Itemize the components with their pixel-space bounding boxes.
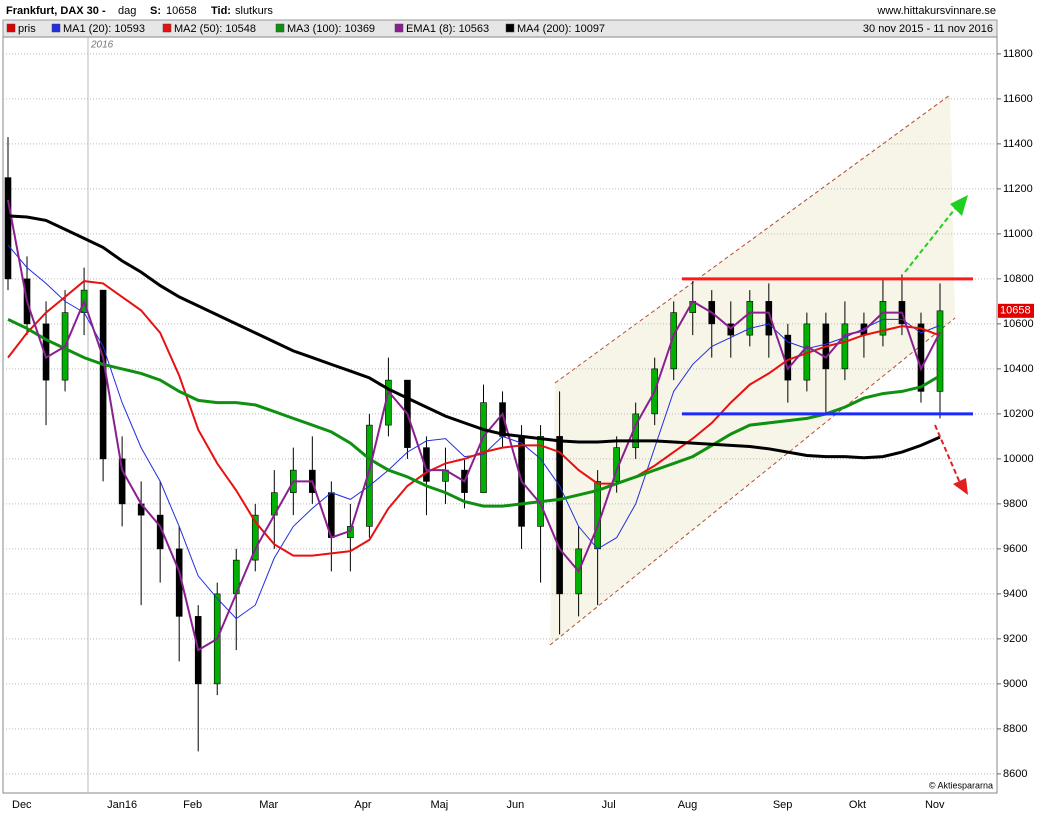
time-value: slutkurs (235, 5, 273, 17)
y-tick-label: 8800 (1003, 723, 1027, 735)
y-tick-label: 11000 (1003, 228, 1033, 240)
channel-line (554, 94, 951, 384)
candle-body (879, 301, 887, 336)
x-tick-label: Nov (925, 799, 945, 811)
legend-bar (2, 19, 998, 38)
channel-fill (550, 95, 955, 645)
channel-line (549, 317, 956, 646)
up-arrow-head (950, 195, 968, 216)
legend-swatch (505, 23, 515, 33)
legend-label: MA2 (50): 10548 (174, 23, 256, 35)
x-tick-label: Jan16 (107, 799, 137, 811)
up-arrow (904, 204, 959, 273)
y-tick-label: 8600 (1003, 768, 1027, 780)
y-tick-label: 9200 (1003, 633, 1027, 645)
candle-body (4, 177, 12, 280)
y-tick-label: 11600 (1003, 93, 1033, 105)
x-tick-label: Mar (259, 799, 278, 811)
candle-body (917, 323, 925, 392)
legend-label: pris (18, 23, 36, 35)
candle-body (42, 323, 50, 381)
legend-swatch (394, 23, 404, 33)
ma-line (7, 199, 941, 652)
legend-swatch (162, 23, 172, 33)
x-tick-label: Okt (849, 799, 866, 811)
plot-frame (2, 36, 998, 794)
legend-swatch (275, 23, 285, 33)
y-tick-label: 11800 (1003, 48, 1033, 60)
legend-swatch (6, 23, 16, 33)
legend-label: MA3 (100): 10369 (287, 23, 375, 35)
y-tick-label: 10400 (1003, 363, 1034, 375)
marks (3, 53, 997, 775)
period: dag (118, 5, 136, 17)
legend-label: MA4 (200): 10097 (517, 23, 605, 35)
x-tick-label: Aug (678, 799, 698, 811)
candle-body (251, 514, 259, 561)
price-label: S: (150, 5, 161, 17)
candle-body (118, 458, 126, 505)
ma-line (7, 214, 941, 460)
chart-title: Frankfurt, DAX 30 - (6, 5, 106, 17)
x-tick-label: Sep (773, 799, 793, 811)
candle-body (537, 436, 544, 527)
candle-body (423, 447, 430, 482)
x-tick-label: Apr (354, 799, 371, 811)
candle-body (936, 310, 944, 392)
candle-body (841, 323, 849, 370)
date-range: 30 nov 2015 - 11 nov 2016 (863, 23, 993, 35)
candle-body (670, 312, 678, 370)
y-tick-label: 11200 (1003, 183, 1033, 195)
y-tick-label: 9800 (1003, 498, 1027, 510)
y-tick-label: 10800 (1003, 273, 1034, 285)
y-tick-label: 9400 (1003, 588, 1027, 600)
down-arrow-head (953, 478, 968, 495)
legend-swatch (51, 23, 61, 33)
candle-body (556, 436, 563, 595)
y-tick-label: 10000 (1003, 453, 1034, 465)
candle-body (480, 402, 487, 493)
y-tick-label: 11400 (1003, 138, 1033, 150)
credit: © Aktiespararna (929, 780, 993, 790)
x-tick-label: Feb (183, 799, 202, 811)
candle-body (746, 301, 754, 336)
source: www.hittakursvinnare.se (876, 5, 996, 17)
x-tick-label: Jul (602, 799, 616, 811)
year-label: 2016 (90, 40, 114, 51)
legend-label: MA1 (20): 10593 (63, 23, 145, 35)
x-tick-label: Jun (507, 799, 525, 811)
ma-line (7, 318, 941, 508)
price-value: 10658 (166, 5, 197, 17)
price-tag (998, 303, 1034, 318)
x-tick-label: Dec (12, 799, 32, 811)
legend-label: EMA1 (8): 10563 (406, 23, 489, 35)
candle-body (765, 301, 773, 336)
time-label: Tid: (211, 5, 231, 17)
x-tick-label: Maj (430, 799, 448, 811)
y-tick-label: 10600 (1003, 318, 1034, 330)
y-tick-label: 10200 (1003, 408, 1034, 420)
down-arrow (934, 424, 961, 484)
y-tick-label: 9000 (1003, 678, 1027, 690)
candle-body (366, 424, 373, 527)
y-tick-label: 9600 (1003, 543, 1027, 555)
price-tag-label: 10658 (1000, 305, 1031, 317)
